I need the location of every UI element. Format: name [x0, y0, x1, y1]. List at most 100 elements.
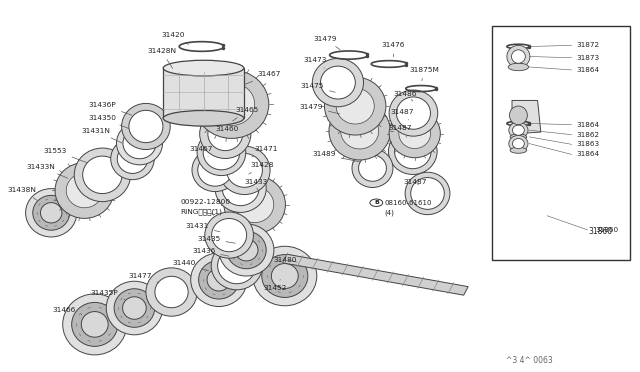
Text: 31863: 31863 [576, 141, 599, 147]
Ellipse shape [218, 247, 256, 284]
Ellipse shape [40, 203, 62, 223]
Ellipse shape [200, 109, 251, 158]
Ellipse shape [509, 106, 527, 125]
Text: 31873: 31873 [576, 55, 599, 61]
Ellipse shape [129, 110, 163, 142]
Text: 31466: 31466 [52, 307, 82, 315]
Ellipse shape [26, 189, 77, 237]
Text: 31440: 31440 [173, 260, 209, 271]
Text: 31864: 31864 [576, 122, 599, 128]
Text: B: B [374, 200, 379, 205]
Text: 00922-12800: 00922-12800 [180, 199, 230, 210]
Ellipse shape [389, 90, 438, 136]
Ellipse shape [513, 138, 524, 149]
Ellipse shape [192, 148, 238, 192]
Polygon shape [282, 254, 468, 295]
Ellipse shape [510, 147, 527, 153]
Text: 31433: 31433 [244, 179, 268, 190]
Text: 31875M: 31875M [410, 67, 440, 81]
Ellipse shape [329, 102, 390, 160]
Text: 31428: 31428 [249, 162, 275, 174]
Text: 31489: 31489 [312, 151, 360, 162]
Text: 31471: 31471 [252, 146, 278, 157]
Text: 31477: 31477 [128, 273, 159, 283]
Text: 31431N: 31431N [82, 128, 122, 143]
Ellipse shape [117, 144, 148, 173]
Text: RINGリング(1): RINGリング(1) [180, 209, 223, 215]
Ellipse shape [198, 154, 232, 186]
Ellipse shape [235, 239, 258, 261]
Ellipse shape [74, 148, 131, 202]
Text: 31436: 31436 [192, 248, 229, 256]
Text: 31467: 31467 [189, 146, 213, 157]
Ellipse shape [106, 281, 163, 335]
Ellipse shape [208, 117, 243, 151]
Ellipse shape [222, 171, 259, 206]
Ellipse shape [123, 297, 146, 319]
Ellipse shape [197, 129, 246, 176]
Text: 31473: 31473 [303, 57, 327, 68]
Ellipse shape [253, 246, 317, 306]
Ellipse shape [509, 135, 528, 152]
Ellipse shape [111, 138, 154, 180]
Ellipse shape [146, 268, 197, 316]
Text: 31431: 31431 [186, 223, 220, 232]
Text: 31860: 31860 [595, 227, 618, 233]
Ellipse shape [271, 263, 298, 289]
Ellipse shape [396, 97, 431, 129]
Ellipse shape [405, 172, 450, 215]
Text: 314350: 314350 [88, 115, 129, 128]
Ellipse shape [198, 260, 239, 299]
Text: 31479: 31479 [300, 104, 340, 114]
Ellipse shape [204, 135, 240, 170]
Text: (4): (4) [385, 209, 394, 216]
Ellipse shape [191, 253, 247, 307]
Ellipse shape [394, 134, 431, 169]
Ellipse shape [340, 113, 379, 149]
Text: 31428N: 31428N [147, 48, 176, 68]
Text: ^3 4^ 0063: ^3 4^ 0063 [506, 356, 552, 365]
Text: 31487: 31487 [403, 179, 427, 185]
Ellipse shape [236, 187, 274, 222]
Ellipse shape [122, 103, 170, 150]
Ellipse shape [116, 122, 163, 165]
Ellipse shape [358, 155, 387, 181]
Ellipse shape [195, 70, 269, 138]
Text: 31864: 31864 [576, 67, 599, 73]
Ellipse shape [81, 312, 108, 337]
Ellipse shape [72, 302, 118, 346]
Text: 31438N: 31438N [8, 187, 37, 201]
Ellipse shape [509, 122, 528, 138]
Ellipse shape [212, 218, 246, 252]
Ellipse shape [352, 149, 393, 187]
Ellipse shape [511, 50, 525, 63]
Text: 31480: 31480 [274, 257, 298, 263]
Ellipse shape [389, 109, 440, 158]
Text: 31465: 31465 [232, 107, 259, 121]
Ellipse shape [224, 176, 285, 234]
Ellipse shape [513, 125, 524, 135]
Text: 31860: 31860 [589, 227, 613, 236]
Text: 31864: 31864 [576, 151, 599, 157]
Ellipse shape [507, 45, 530, 68]
Text: 31475: 31475 [301, 83, 335, 92]
Text: 31553: 31553 [44, 148, 87, 163]
Ellipse shape [63, 294, 127, 355]
Text: 31872: 31872 [576, 42, 599, 48]
Bar [492, 26, 630, 260]
Ellipse shape [83, 156, 122, 193]
Text: 31487: 31487 [390, 109, 414, 120]
Ellipse shape [411, 177, 444, 209]
Polygon shape [163, 68, 244, 118]
Ellipse shape [324, 77, 386, 135]
Text: 08160-61610: 08160-61610 [385, 200, 432, 206]
Ellipse shape [33, 195, 70, 230]
Ellipse shape [123, 128, 156, 159]
Text: 31452: 31452 [264, 280, 287, 291]
Text: 31420: 31420 [161, 32, 188, 44]
Ellipse shape [227, 153, 262, 187]
Ellipse shape [388, 128, 437, 174]
Text: 31460: 31460 [215, 126, 239, 138]
Ellipse shape [209, 83, 255, 125]
Ellipse shape [114, 289, 155, 327]
